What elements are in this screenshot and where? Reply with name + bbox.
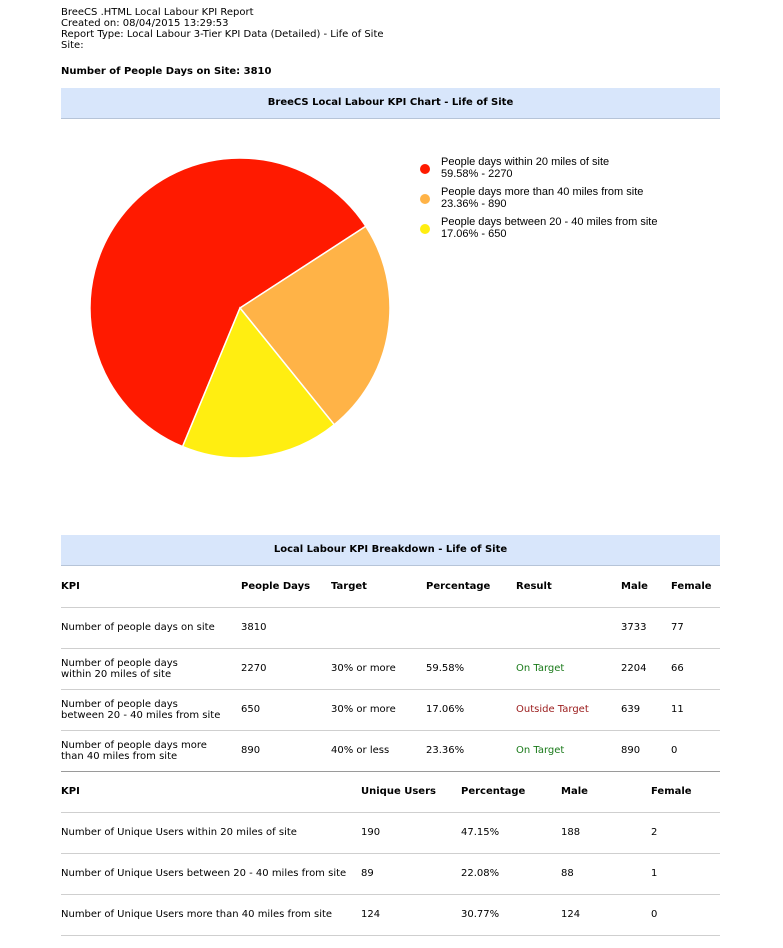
chart-banner: BreeCS Local Labour KPI Chart - Life of … (61, 88, 720, 119)
legend-swatch (420, 164, 430, 174)
pie-slice-3 (181, 306, 336, 459)
male-cell: 890 (621, 745, 641, 756)
report-type: Report Type: Local Labour 3-Tier KPI Dat… (61, 29, 384, 40)
female-cell: 0 (671, 745, 678, 756)
site-label: Site: (61, 40, 84, 51)
table-row: Number of people days on site 3810 3733 … (61, 607, 720, 648)
legend-item: People days more than 40 miles from site… (420, 186, 657, 210)
days-cell: 890 (241, 745, 261, 756)
days-cell: 3810 (241, 622, 267, 633)
legend-label: People days more than 40 miles from site (441, 186, 644, 198)
col-kpi: KPI (61, 580, 80, 592)
col-female: Female (671, 580, 712, 592)
pie-slice-1 (89, 157, 367, 448)
kpi-cell: Number of people days on site (61, 622, 215, 633)
kpi-cell: Number of people days within 20 miles of… (61, 657, 178, 680)
result-cell: On Target (516, 663, 565, 674)
female-cell: 0 (651, 909, 658, 920)
col-target: Target (331, 580, 367, 592)
target-cell: 30% or more (331, 704, 396, 715)
male-cell: 2204 (621, 663, 647, 674)
male-cell: 639 (621, 704, 641, 715)
target-cell: 40% or less (331, 745, 390, 756)
col-percentage: Percentage (426, 580, 491, 592)
table-header-row: KPI Unique Users Percentage Male Female (61, 771, 720, 812)
male-cell: 124 (561, 909, 581, 920)
table-row: Number of Unique Users within 20 miles o… (61, 812, 720, 853)
unique-users-table: KPI Unique Users Percentage Male Female … (61, 771, 720, 936)
female-cell: 66 (671, 663, 684, 674)
col-male: Male (561, 785, 588, 797)
kpi-cell: Number of people days between 20 - 40 mi… (61, 698, 221, 721)
legend-value: 23.36% - 890 (441, 198, 507, 210)
male-cell: 3733 (621, 622, 647, 633)
legend-item: People days between 20 - 40 miles from s… (420, 216, 657, 240)
pct-cell: 17.06% (426, 704, 465, 715)
legend-label: People days between 20 - 40 miles from s… (441, 216, 658, 228)
result-cell: Outside Target (516, 704, 589, 715)
legend-item: People days within 20 miles of site 59.58… (420, 156, 657, 180)
pct-cell (426, 607, 516, 648)
users-cell: 124 (361, 909, 381, 920)
kpi-cell: Number of Unique Users more than 40 mile… (61, 909, 333, 920)
col-kpi: KPI (61, 785, 80, 797)
kpi-breakdown-table: KPI People Days Target Percentage Result… (61, 566, 720, 772)
pct-cell: 59.58% (426, 663, 465, 674)
pct-cell: 30.77% (461, 909, 500, 920)
users-cell: 89 (361, 868, 374, 879)
table-header-row: KPI People Days Target Percentage Result… (61, 566, 720, 607)
female-cell: 77 (671, 622, 684, 633)
days-cell: 2270 (241, 663, 267, 674)
legend-swatch (420, 194, 430, 204)
report-title: BreeCS .HTML Local Labour KPI Report (61, 7, 254, 18)
table-row: Number of people days more than 40 miles… (61, 730, 720, 771)
male-cell: 188 (561, 827, 581, 838)
pct-cell: 23.36% (426, 745, 465, 756)
legend-swatch (420, 224, 430, 234)
legend-value: 17.06% - 650 (441, 228, 507, 240)
female-cell: 1 (651, 868, 658, 879)
users-cell: 190 (361, 827, 381, 838)
table-row: Number of Unique Users between 20 - 40 m… (61, 853, 720, 894)
col-result: Result (516, 580, 552, 592)
table-row: Number of people days within 20 miles of… (61, 648, 720, 689)
breakdown-banner: Local Labour KPI Breakdown - Life of Sit… (61, 535, 720, 566)
target-cell (331, 607, 426, 648)
female-cell: 11 (671, 704, 684, 715)
col-male: Male (621, 580, 648, 592)
kpi-cell: Number of Unique Users within 20 miles o… (61, 827, 297, 838)
people-days-total: Number of People Days on Site: 3810 (61, 66, 272, 77)
male-cell: 88 (561, 868, 574, 879)
target-cell: 30% or more (331, 663, 396, 674)
created-on: Created on: 08/04/2015 13:29:53 (61, 18, 229, 29)
chart-legend: People days within 20 miles of site 59.58… (420, 156, 657, 246)
result-cell (516, 607, 621, 648)
legend-label: People days within 20 miles of site (441, 156, 610, 168)
days-cell: 650 (241, 704, 261, 715)
result-cell: On Target (516, 745, 565, 756)
legend-value: 59.58% - 2270 (441, 168, 513, 180)
col-people-days: People Days (241, 580, 311, 592)
table-row: Number of people days between 20 - 40 mi… (61, 689, 720, 730)
col-female: Female (651, 785, 692, 797)
col-percentage: Percentage (461, 785, 526, 797)
pct-cell: 47.15% (461, 827, 500, 838)
pie-chart (89, 157, 391, 459)
pct-cell: 22.08% (461, 868, 500, 879)
table-row: Number of Unique Users more than 40 mile… (61, 894, 720, 935)
kpi-cell: Number of people days more than 40 miles… (61, 739, 207, 762)
col-unique-users: Unique Users (361, 785, 436, 797)
female-cell: 2 (651, 827, 658, 838)
kpi-cell: Number of Unique Users between 20 - 40 m… (61, 868, 347, 879)
pie-slice-2 (238, 225, 391, 426)
